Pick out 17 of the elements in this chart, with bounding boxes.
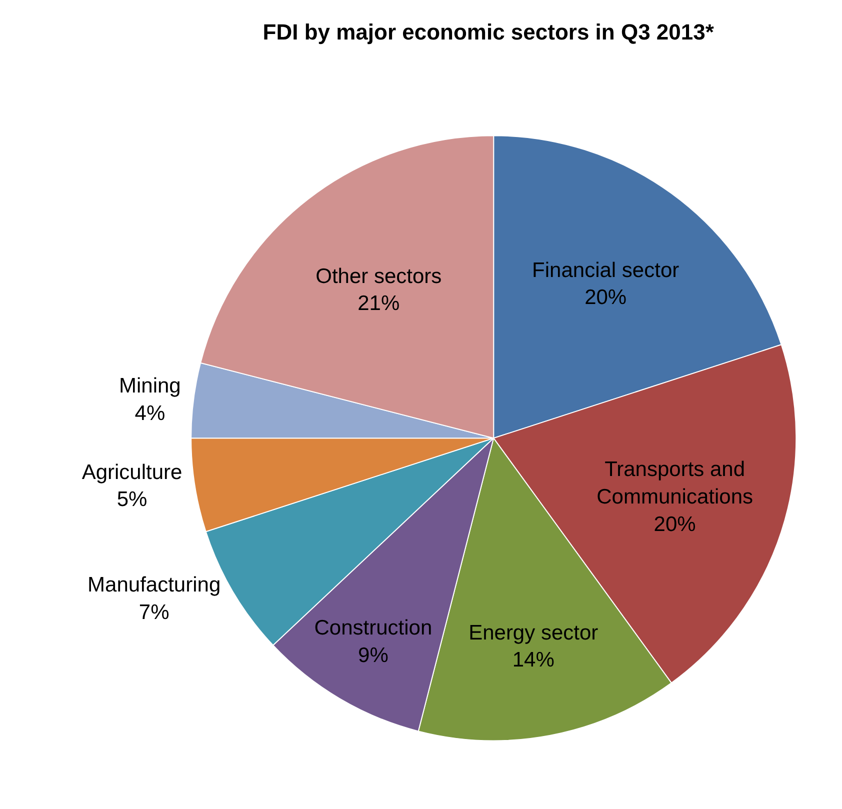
slice-label: Agriculture	[82, 460, 182, 484]
chart-title: FDI by major economic sectors in Q3 2013*	[262, 20, 714, 45]
data-label: 4%	[134, 402, 166, 425]
slice-label: Financial sector	[532, 258, 680, 282]
data-label: 20%	[584, 286, 627, 310]
data-label: 7%	[138, 600, 170, 624]
data-label: 20%	[654, 512, 696, 536]
data-label: 14%	[512, 648, 554, 672]
data-label: 5%	[116, 488, 148, 512]
slice-label: Other sectors	[316, 264, 442, 288]
slice-label: Mining	[119, 374, 181, 398]
data-label: 9%	[358, 644, 388, 667]
data-label: 21%	[358, 292, 400, 316]
slice-label: Manufacturing	[88, 574, 221, 597]
slice-label: Transports and Communications	[596, 458, 754, 509]
slice-label: Construction	[314, 616, 432, 640]
slice-label: Energy sector	[468, 621, 598, 644]
